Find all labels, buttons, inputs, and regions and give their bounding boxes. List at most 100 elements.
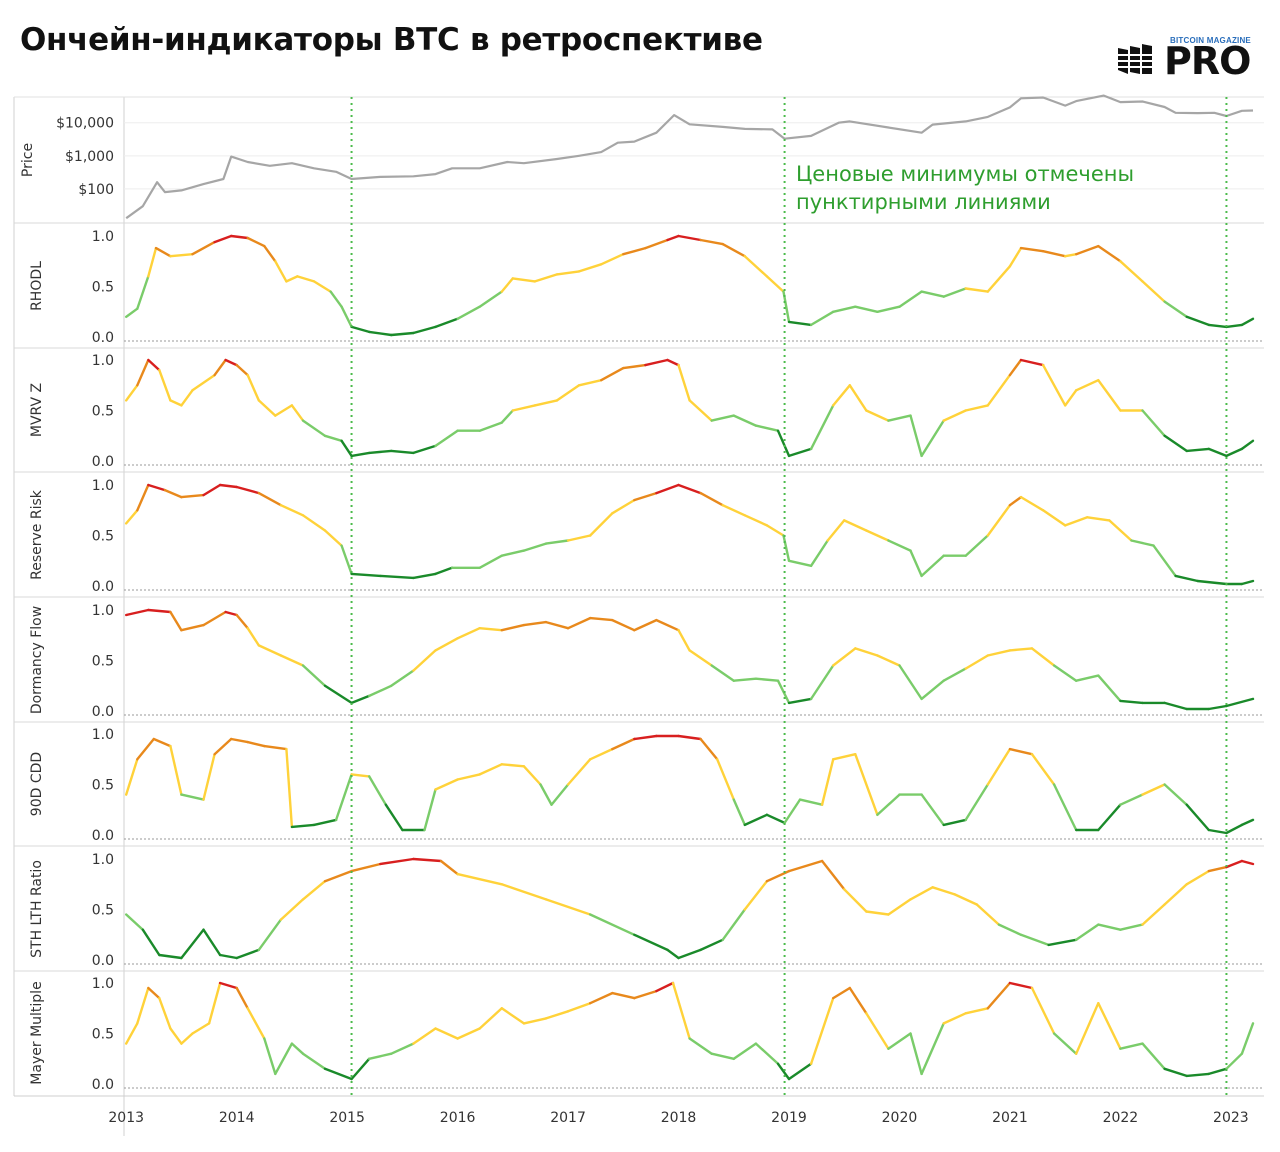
series-segment xyxy=(152,737,172,748)
series-segment xyxy=(809,539,829,567)
price-low-markers xyxy=(350,97,1228,1096)
series-segment xyxy=(544,620,570,630)
series-segment xyxy=(920,1022,945,1076)
series-segment xyxy=(655,618,680,632)
panel-tick-label: 0.5 xyxy=(92,529,114,545)
series-segment xyxy=(688,649,713,667)
series-segment xyxy=(191,1022,211,1035)
series-segment xyxy=(500,623,526,632)
series-segment xyxy=(456,627,481,640)
series-segment xyxy=(1019,246,1045,253)
series-segment xyxy=(478,627,503,632)
series-segment xyxy=(1163,434,1188,453)
series-segment xyxy=(434,429,459,448)
series-segment xyxy=(655,981,675,993)
series-segment xyxy=(887,414,912,422)
series-segment xyxy=(500,549,526,557)
logo-big-text: PRO xyxy=(1164,39,1251,83)
series-segment xyxy=(1185,447,1211,453)
series-segment xyxy=(622,246,647,256)
series-segment xyxy=(666,358,680,367)
series-segment xyxy=(1008,246,1023,268)
series-segment xyxy=(169,744,183,796)
panel-tick-label: 0.0 xyxy=(92,1077,114,1093)
series-segment xyxy=(478,763,503,776)
series-segment xyxy=(434,317,459,329)
series-segment xyxy=(202,928,222,957)
price-series-line xyxy=(125,94,1254,220)
series-segment xyxy=(434,566,454,576)
series-segment xyxy=(1185,315,1211,327)
series-segment xyxy=(1019,933,1050,947)
series-segment xyxy=(986,649,1012,657)
x-tick-label: 2022 xyxy=(1103,1110,1139,1126)
series-segment xyxy=(522,620,548,627)
series-segment xyxy=(555,384,581,402)
series-segment xyxy=(710,1052,735,1061)
series-segment xyxy=(350,325,371,334)
series-segment xyxy=(1196,579,1228,586)
series-segment xyxy=(699,938,724,952)
panel-tick-label: 1.0 xyxy=(92,603,114,619)
series-segment xyxy=(301,880,327,901)
x-tick-label: 2017 xyxy=(550,1110,586,1126)
series-segment xyxy=(1074,923,1100,941)
series-segment xyxy=(207,981,222,1025)
series-segment xyxy=(798,798,824,806)
series-segment xyxy=(124,913,145,931)
series-segment xyxy=(854,305,879,313)
series-segment xyxy=(434,637,459,652)
series-segment xyxy=(1119,699,1144,705)
series-segment xyxy=(898,290,923,308)
series-segment xyxy=(158,368,172,402)
series-segment xyxy=(340,544,353,576)
series-segment xyxy=(589,991,614,1005)
series-segment xyxy=(920,793,945,827)
series-segment xyxy=(390,1042,415,1055)
series-segment xyxy=(848,384,868,412)
series-segment xyxy=(710,664,735,682)
series-segment xyxy=(832,986,851,1000)
series-segment xyxy=(721,504,746,517)
panel-tick-label: 0.0 xyxy=(92,454,114,470)
series-segment xyxy=(180,1032,194,1045)
series-segment xyxy=(832,384,851,407)
series-segment xyxy=(147,358,161,372)
series-segment xyxy=(136,737,156,761)
series-segment xyxy=(390,331,415,337)
series-segment xyxy=(1063,389,1078,407)
series-segment xyxy=(854,753,879,816)
panel-tick-label: 1.0 xyxy=(92,727,114,743)
series-segment xyxy=(1163,783,1188,806)
series-segment xyxy=(754,1042,780,1066)
series-segment xyxy=(953,893,978,906)
series-segment xyxy=(865,910,890,916)
series-segment xyxy=(285,747,294,829)
series-segment xyxy=(329,290,343,308)
series-segment xyxy=(1207,828,1228,835)
series-segment xyxy=(296,275,316,283)
series-segment xyxy=(218,483,238,489)
series-segment xyxy=(920,679,945,701)
series-segment xyxy=(539,783,553,806)
series-segment xyxy=(340,439,353,458)
series-segment xyxy=(865,529,890,542)
series-segment xyxy=(412,649,437,672)
series-segment xyxy=(456,305,481,320)
series-segment xyxy=(1030,986,1056,1035)
series-segment xyxy=(986,504,1012,537)
panel-tick-label: 1.0 xyxy=(92,229,114,245)
series-segment xyxy=(533,273,559,283)
series-segment xyxy=(323,684,353,705)
panel-grid xyxy=(13,96,1264,1136)
series-segment xyxy=(124,384,139,402)
series-segment xyxy=(809,996,835,1066)
panel-label: MVRV Z xyxy=(29,383,45,437)
series-segment xyxy=(589,512,614,537)
series-segment xyxy=(147,608,172,614)
series-segment xyxy=(340,305,353,329)
series-segment xyxy=(776,1062,791,1081)
series-segment xyxy=(920,554,945,578)
series-segment xyxy=(964,534,989,557)
